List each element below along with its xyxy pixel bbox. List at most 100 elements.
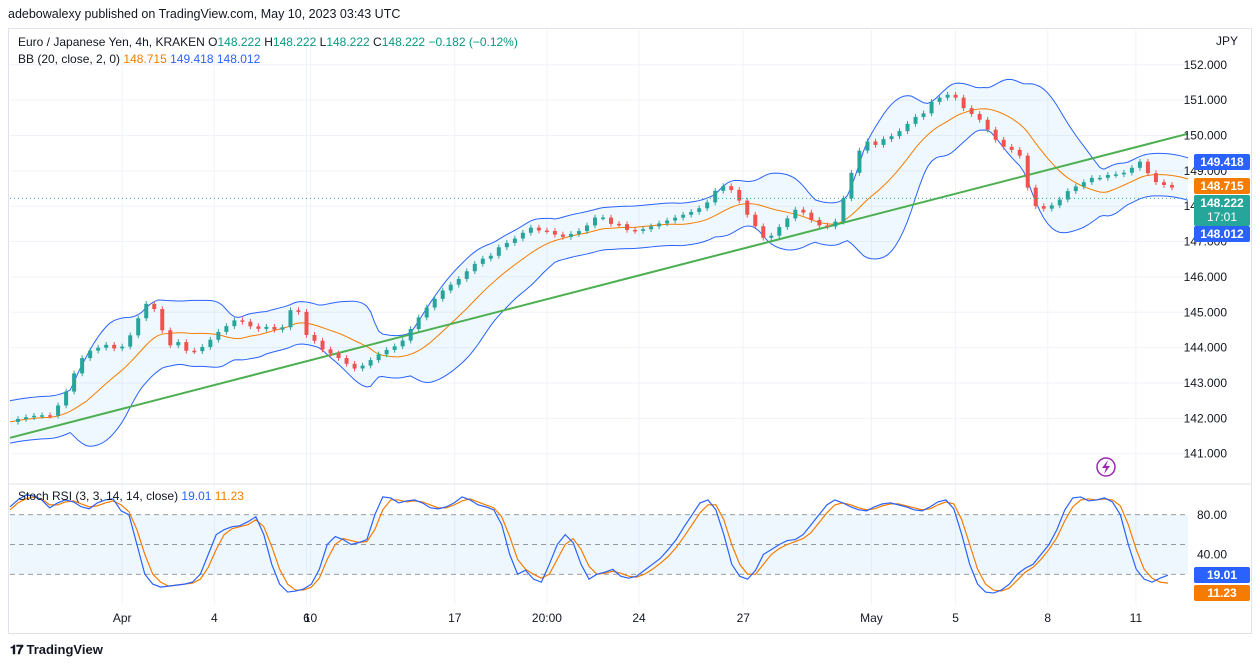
- candle-body: [1105, 174, 1110, 178]
- time-tick-label: 24: [632, 611, 646, 625]
- candle-body: [841, 198, 846, 222]
- candle-body: [144, 303, 149, 319]
- candle-body: [392, 346, 397, 350]
- candle-body: [1089, 177, 1094, 183]
- candle-body: [729, 186, 734, 190]
- price-tick-label: 150.000: [1184, 128, 1228, 142]
- candle-body: [1065, 191, 1070, 200]
- rsi-legend: Stoch RSI (3, 3, 14, 14, close) 19.01 11…: [18, 489, 244, 503]
- candle-body: [280, 327, 285, 330]
- bb-mid-value: 148.715: [123, 52, 167, 66]
- candle-body: [288, 310, 293, 328]
- candle-body: [64, 391, 69, 406]
- candle-body: [568, 233, 573, 237]
- candle-body: [208, 339, 213, 347]
- price-tick-label: 151.000: [1184, 93, 1228, 107]
- tradingview-logo-icon: 𝟏𝟕: [10, 642, 24, 657]
- candle-body: [584, 225, 589, 232]
- candle-body: [320, 340, 325, 350]
- candle-body: [737, 189, 742, 201]
- candle-body: [112, 344, 117, 349]
- open-label: O: [208, 35, 218, 49]
- rsi-tick-label: 40.00: [1197, 547, 1227, 561]
- candle-body: [560, 234, 565, 237]
- bb-label: BB (20, close, 2, 0): [18, 52, 121, 66]
- time-tick-label: 4: [211, 611, 218, 625]
- low-value: 148.222: [326, 35, 370, 49]
- publisher-caption: adebowalexy published on TradingView.com…: [8, 7, 401, 21]
- candle-body: [576, 231, 581, 234]
- candle-body: [336, 353, 341, 359]
- candle-body: [88, 350, 93, 359]
- bb-mid-line: [9, 108, 1189, 423]
- rsi-tick-label: 80.00: [1197, 508, 1227, 522]
- candle-body: [689, 211, 694, 215]
- bb-lower-line: [9, 129, 1189, 447]
- candle-body: [705, 202, 710, 209]
- candle-body: [753, 214, 758, 227]
- time-tick-label: 8: [1044, 611, 1051, 625]
- candle-body: [296, 310, 301, 312]
- candle-body: [136, 318, 141, 336]
- candle-body: [512, 238, 517, 243]
- candle-body: [480, 258, 485, 264]
- candle-body: [544, 230, 549, 233]
- candle-body: [352, 363, 357, 369]
- time-tick-label: May: [860, 611, 883, 625]
- time-tick-label: 27: [737, 611, 751, 625]
- close-label: C: [373, 35, 382, 49]
- lightning-circle: [1096, 457, 1116, 477]
- candle-body: [1041, 206, 1046, 209]
- main-legend: Euro / Japanese Yen, 4h, KRAKEN O 148.222…: [18, 35, 518, 49]
- candle-body: [272, 326, 277, 330]
- candle-body: [905, 123, 910, 132]
- candle-body: [609, 217, 614, 224]
- candle-body: [1057, 199, 1062, 206]
- candle-body: [1169, 184, 1174, 188]
- candle-body: [673, 217, 678, 221]
- rsi-d-line: [9, 496, 1169, 592]
- candle-body: [240, 320, 245, 322]
- candle-body: [769, 235, 774, 238]
- candle-body: [1017, 149, 1022, 156]
- candle-body: [496, 247, 501, 256]
- candle-body: [160, 309, 165, 331]
- time-tick-label: 6: [303, 611, 310, 625]
- bb-upper-value: 149.418: [170, 52, 214, 66]
- candle-body: [793, 209, 798, 219]
- rsi-d-tag: 11.23: [1194, 585, 1250, 601]
- candle-body: [504, 242, 509, 248]
- candle-body: [48, 415, 53, 417]
- candle-body: [665, 220, 670, 224]
- candle-body: [913, 116, 918, 124]
- candle-body: [56, 405, 61, 416]
- candle-body: [697, 208, 702, 212]
- price-tick-label: 146.000: [1184, 270, 1228, 284]
- candle-body: [945, 94, 950, 98]
- candle-body: [1113, 174, 1118, 176]
- candle-body: [1081, 182, 1086, 187]
- time-tick-label: 10: [304, 611, 318, 625]
- candle-body: [440, 290, 445, 299]
- candle-body: [601, 217, 606, 220]
- candle-body: [304, 311, 309, 335]
- price-tick-label: 144.000: [1184, 341, 1228, 355]
- bb-lower-tag: 148.012: [1194, 226, 1250, 242]
- candle-body: [216, 331, 221, 340]
- candle-body: [625, 224, 630, 230]
- tradingview-logo[interactable]: 𝟏𝟕 TradingView: [10, 642, 103, 658]
- candle-body: [520, 232, 525, 239]
- price-tick-label: 141.000: [1184, 447, 1228, 461]
- candle-body: [368, 360, 373, 366]
- candle-body: [416, 317, 421, 330]
- candle-body: [809, 212, 814, 220]
- symbol-label: Euro / Japanese Yen, 4h, KRAKEN: [18, 35, 205, 49]
- candle-body: [176, 342, 181, 346]
- axes: 152.000151.000150.000149.000148.000147.0…: [113, 58, 1227, 625]
- candle-body: [1137, 161, 1142, 168]
- bb-lower-value: 148.012: [216, 52, 261, 66]
- bb-mid-tag: 148.715: [1194, 178, 1250, 194]
- candle-body: [448, 284, 453, 291]
- bollinger-bands: [9, 78, 1189, 447]
